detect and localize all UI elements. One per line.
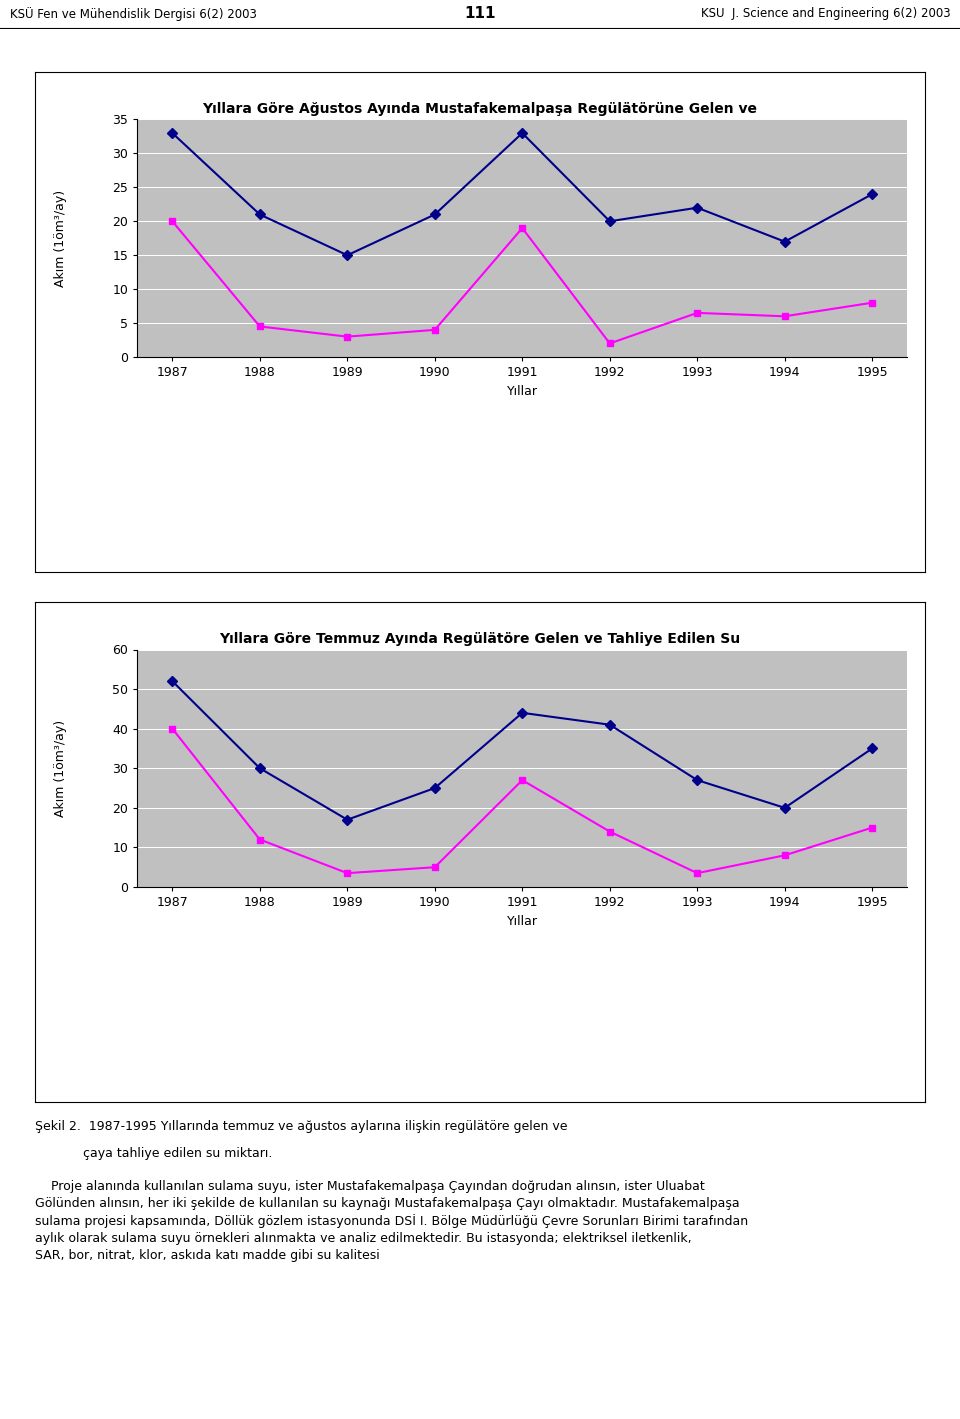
- Text: Şekil 2.  1987-1995 Yıllarında temmuz ve ağustos aylarına ilişkin regülätöre gel: Şekil 2. 1987-1995 Yıllarında temmuz ve …: [35, 1120, 567, 1132]
- Text: çaya tahliye edilen su miktarı.: çaya tahliye edilen su miktarı.: [35, 1148, 273, 1161]
- X-axis label: Yıllar: Yıllar: [507, 385, 538, 397]
- Text: Proje alanında kullanılan sulama suyu, ister Mustafakemalpaşa Çayından doğrudan : Proje alanında kullanılan sulama suyu, i…: [35, 1181, 748, 1263]
- Text: Yıllara Göre Temmuz Ayında Regülätöre Gelen ve Tahliye Edilen Su: Yıllara Göre Temmuz Ayında Regülätöre Ge…: [220, 631, 740, 646]
- Text: Yıllara Göre Ağustos Ayında Mustafakemalpaşa Regülätörüne Gelen ve: Yıllara Göre Ağustos Ayında Mustafakemal…: [203, 102, 757, 116]
- Text: Tahliye Edilen Su Miktarı: Tahliye Edilen Su Miktarı: [384, 132, 576, 146]
- Text: Miktarı: Miktarı: [452, 663, 508, 675]
- X-axis label: Yıllar: Yıllar: [507, 915, 538, 928]
- Text: Akım (1öm³/ay): Akım (1öm³/ay): [54, 190, 67, 287]
- Text: KSÜ Fen ve Mühendislik Dergisi 6(2) 2003: KSÜ Fen ve Mühendislik Dergisi 6(2) 2003: [10, 7, 256, 21]
- Legend: Gelen Su, Tahliye Edilen Su: Gelen Su, Tahliye Edilen Su: [735, 678, 892, 721]
- Text: 111: 111: [465, 7, 495, 21]
- Legend: Gelen Su, Tahliye Edilen Su: Gelen Su, Tahliye Edilen Su: [735, 148, 892, 190]
- Text: KSU  J. Science and Engineering 6(2) 2003: KSU J. Science and Engineering 6(2) 2003: [701, 7, 950, 20]
- Text: Akım (1öm³/ay): Akım (1öm³/ay): [54, 719, 67, 817]
